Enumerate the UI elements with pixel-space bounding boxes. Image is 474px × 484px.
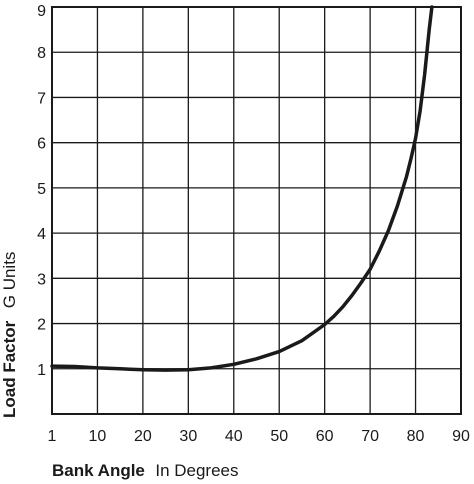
x-tick-label: 60 xyxy=(316,428,334,445)
grid-lines xyxy=(52,7,461,414)
y-tick-label: 3 xyxy=(37,271,46,288)
x-tick-label: 70 xyxy=(361,428,379,445)
x-tick-label: 50 xyxy=(270,428,288,445)
y-tick-label: 7 xyxy=(37,90,46,107)
plot-frame xyxy=(51,6,462,415)
y-tick-label: 2 xyxy=(37,317,46,334)
y-axis-label: Load Factor G Units xyxy=(0,252,19,418)
x-tick-labels: 1 10 20 30 40 50 60 70 80 90 xyxy=(48,428,470,445)
y-axis-label-bold: Load Factor xyxy=(0,320,19,418)
x-axis-label: Bank Angle In Degrees xyxy=(52,461,239,480)
y-tick-label: 1 xyxy=(37,362,46,379)
y-tick-labels: 1 2 3 4 5 6 7 8 9 xyxy=(37,3,46,379)
y-tick-label: 6 xyxy=(37,136,46,153)
x-tick-label: 30 xyxy=(179,428,197,445)
x-axis-label-normal: In Degrees xyxy=(155,461,238,480)
y-axis-label-normal: G Units xyxy=(0,252,19,309)
load-factor-curve xyxy=(50,5,434,372)
y-tick-label: 4 xyxy=(37,226,46,243)
x-tick-label: 10 xyxy=(89,428,107,445)
x-tick-label: 80 xyxy=(407,428,425,445)
y-tick-label: 9 xyxy=(37,3,46,20)
y-tick-label: 8 xyxy=(37,45,46,62)
x-axis-label-bold: Bank Angle xyxy=(52,461,145,480)
y-tick-label: 5 xyxy=(37,181,46,198)
x-tick-label: 90 xyxy=(452,428,470,445)
x-tick-label: 20 xyxy=(134,428,152,445)
x-tick-label: 1 xyxy=(48,428,57,445)
x-tick-label: 40 xyxy=(225,428,243,445)
